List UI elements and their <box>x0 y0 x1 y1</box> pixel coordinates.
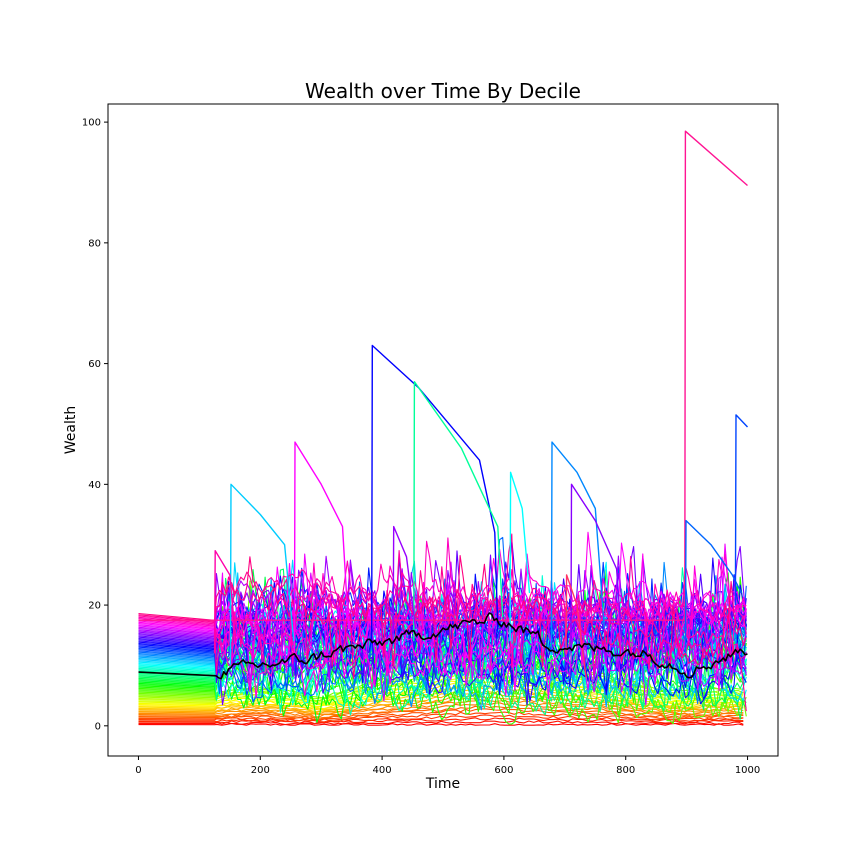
chart-title: Wealth over Time By Decile <box>305 79 581 103</box>
x-tick-label: 600 <box>494 765 513 776</box>
series-line <box>138 720 744 726</box>
y-tick-label: 80 <box>88 238 101 249</box>
x-tick-label: 400 <box>373 765 392 776</box>
x-tick-label: 800 <box>616 765 635 776</box>
spike-line <box>550 441 606 654</box>
y-tick-label: 60 <box>88 359 101 370</box>
y-tick-label: 20 <box>88 601 101 612</box>
y-axis-label: Wealth <box>63 406 79 454</box>
series-line <box>138 556 747 696</box>
x-tick-label: 1000 <box>735 765 760 776</box>
x-tick-label: 200 <box>251 765 270 776</box>
spike-line <box>371 344 499 642</box>
spike-line <box>138 130 748 621</box>
spike-line <box>413 381 504 642</box>
series-line <box>138 717 744 725</box>
mean-line <box>138 612 748 680</box>
spike-line <box>565 574 587 678</box>
series-line <box>138 675 744 708</box>
series-line <box>138 705 744 719</box>
y-tick-label: 0 <box>95 721 101 732</box>
series-line <box>138 560 747 675</box>
series-line <box>138 533 747 712</box>
series-line <box>138 548 747 699</box>
x-tick-label: 0 <box>135 765 141 776</box>
spike-line <box>734 414 749 606</box>
series-line <box>138 574 747 694</box>
series-line <box>138 702 744 719</box>
spike-line <box>392 525 417 642</box>
spike-line <box>570 483 624 654</box>
series-line <box>138 550 747 687</box>
spike-line <box>293 441 350 654</box>
spike-line <box>509 471 531 642</box>
y-tick-label: 40 <box>88 480 101 491</box>
spike-line <box>213 550 237 654</box>
series-line <box>138 722 744 726</box>
axis-ticks: 0 200 400 600 800 1000 0 20 40 60 80 100 <box>82 118 760 776</box>
x-axis-label: Time <box>425 776 460 792</box>
series-lines <box>138 130 749 726</box>
series-line <box>138 531 747 692</box>
plot-area <box>107 103 779 757</box>
spike-line <box>229 483 295 666</box>
y-tick-label: 100 <box>82 118 101 129</box>
series-line <box>138 711 744 722</box>
